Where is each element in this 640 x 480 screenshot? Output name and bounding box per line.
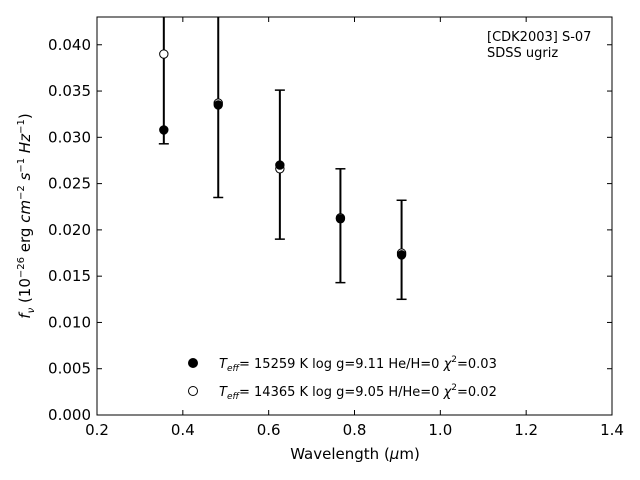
- y-tick-label: 0.000: [48, 406, 91, 424]
- x-axis-label: Wavelength (μm): [290, 445, 420, 463]
- legend-label-filled: Teff= 15259 K log g=9.11 He/H=0 χ2=0.03: [219, 355, 497, 374]
- data-point-filled: [275, 160, 285, 170]
- y-tick-label: 0.010: [48, 313, 91, 331]
- y-tick-label: 0.020: [48, 221, 91, 239]
- y-tick-label: 0.030: [48, 128, 91, 146]
- data-point-filled: [396, 250, 407, 260]
- y-tick-label: 0.015: [48, 267, 91, 285]
- plot-frame: [96, 16, 613, 416]
- legend-marker-open: [188, 386, 198, 396]
- x-tick-label: 1.4: [600, 421, 624, 439]
- data-point-filled: [335, 214, 346, 224]
- x-tick-label: 1.2: [514, 421, 538, 439]
- y-tick-label: 0.005: [48, 360, 91, 378]
- x-tick-label: 0.8: [343, 421, 367, 439]
- data-point-filled: [159, 125, 169, 135]
- annotation-survey: SDSS ugriz: [487, 46, 558, 61]
- legend: Teff= 15259 K log g=9.11 He/H=0 χ2=0.03 …: [188, 355, 497, 402]
- y-tick-label: 0.040: [48, 36, 91, 54]
- legend-marker-filled: [188, 358, 198, 368]
- y-tick-label: 0.025: [48, 175, 91, 193]
- x-tick-label: 0.4: [171, 421, 195, 439]
- legend-label-open: Teff= 14365 K log g=9.05 H/He=0 χ2=0.02: [219, 383, 497, 402]
- y-axis-label: fν (10−26 erg cm−2 s−1 Hz−1): [16, 113, 37, 318]
- x-tick-label: 0.2: [85, 421, 109, 439]
- x-tick-label: 0.6: [257, 421, 281, 439]
- y-tick-label: 0.035: [48, 82, 91, 100]
- data-point-open: [159, 49, 169, 59]
- x-tick-label: 1.0: [428, 421, 452, 439]
- annotation-object-name: [CDK2003] S-07: [487, 30, 591, 45]
- data-point-filled: [213, 100, 223, 110]
